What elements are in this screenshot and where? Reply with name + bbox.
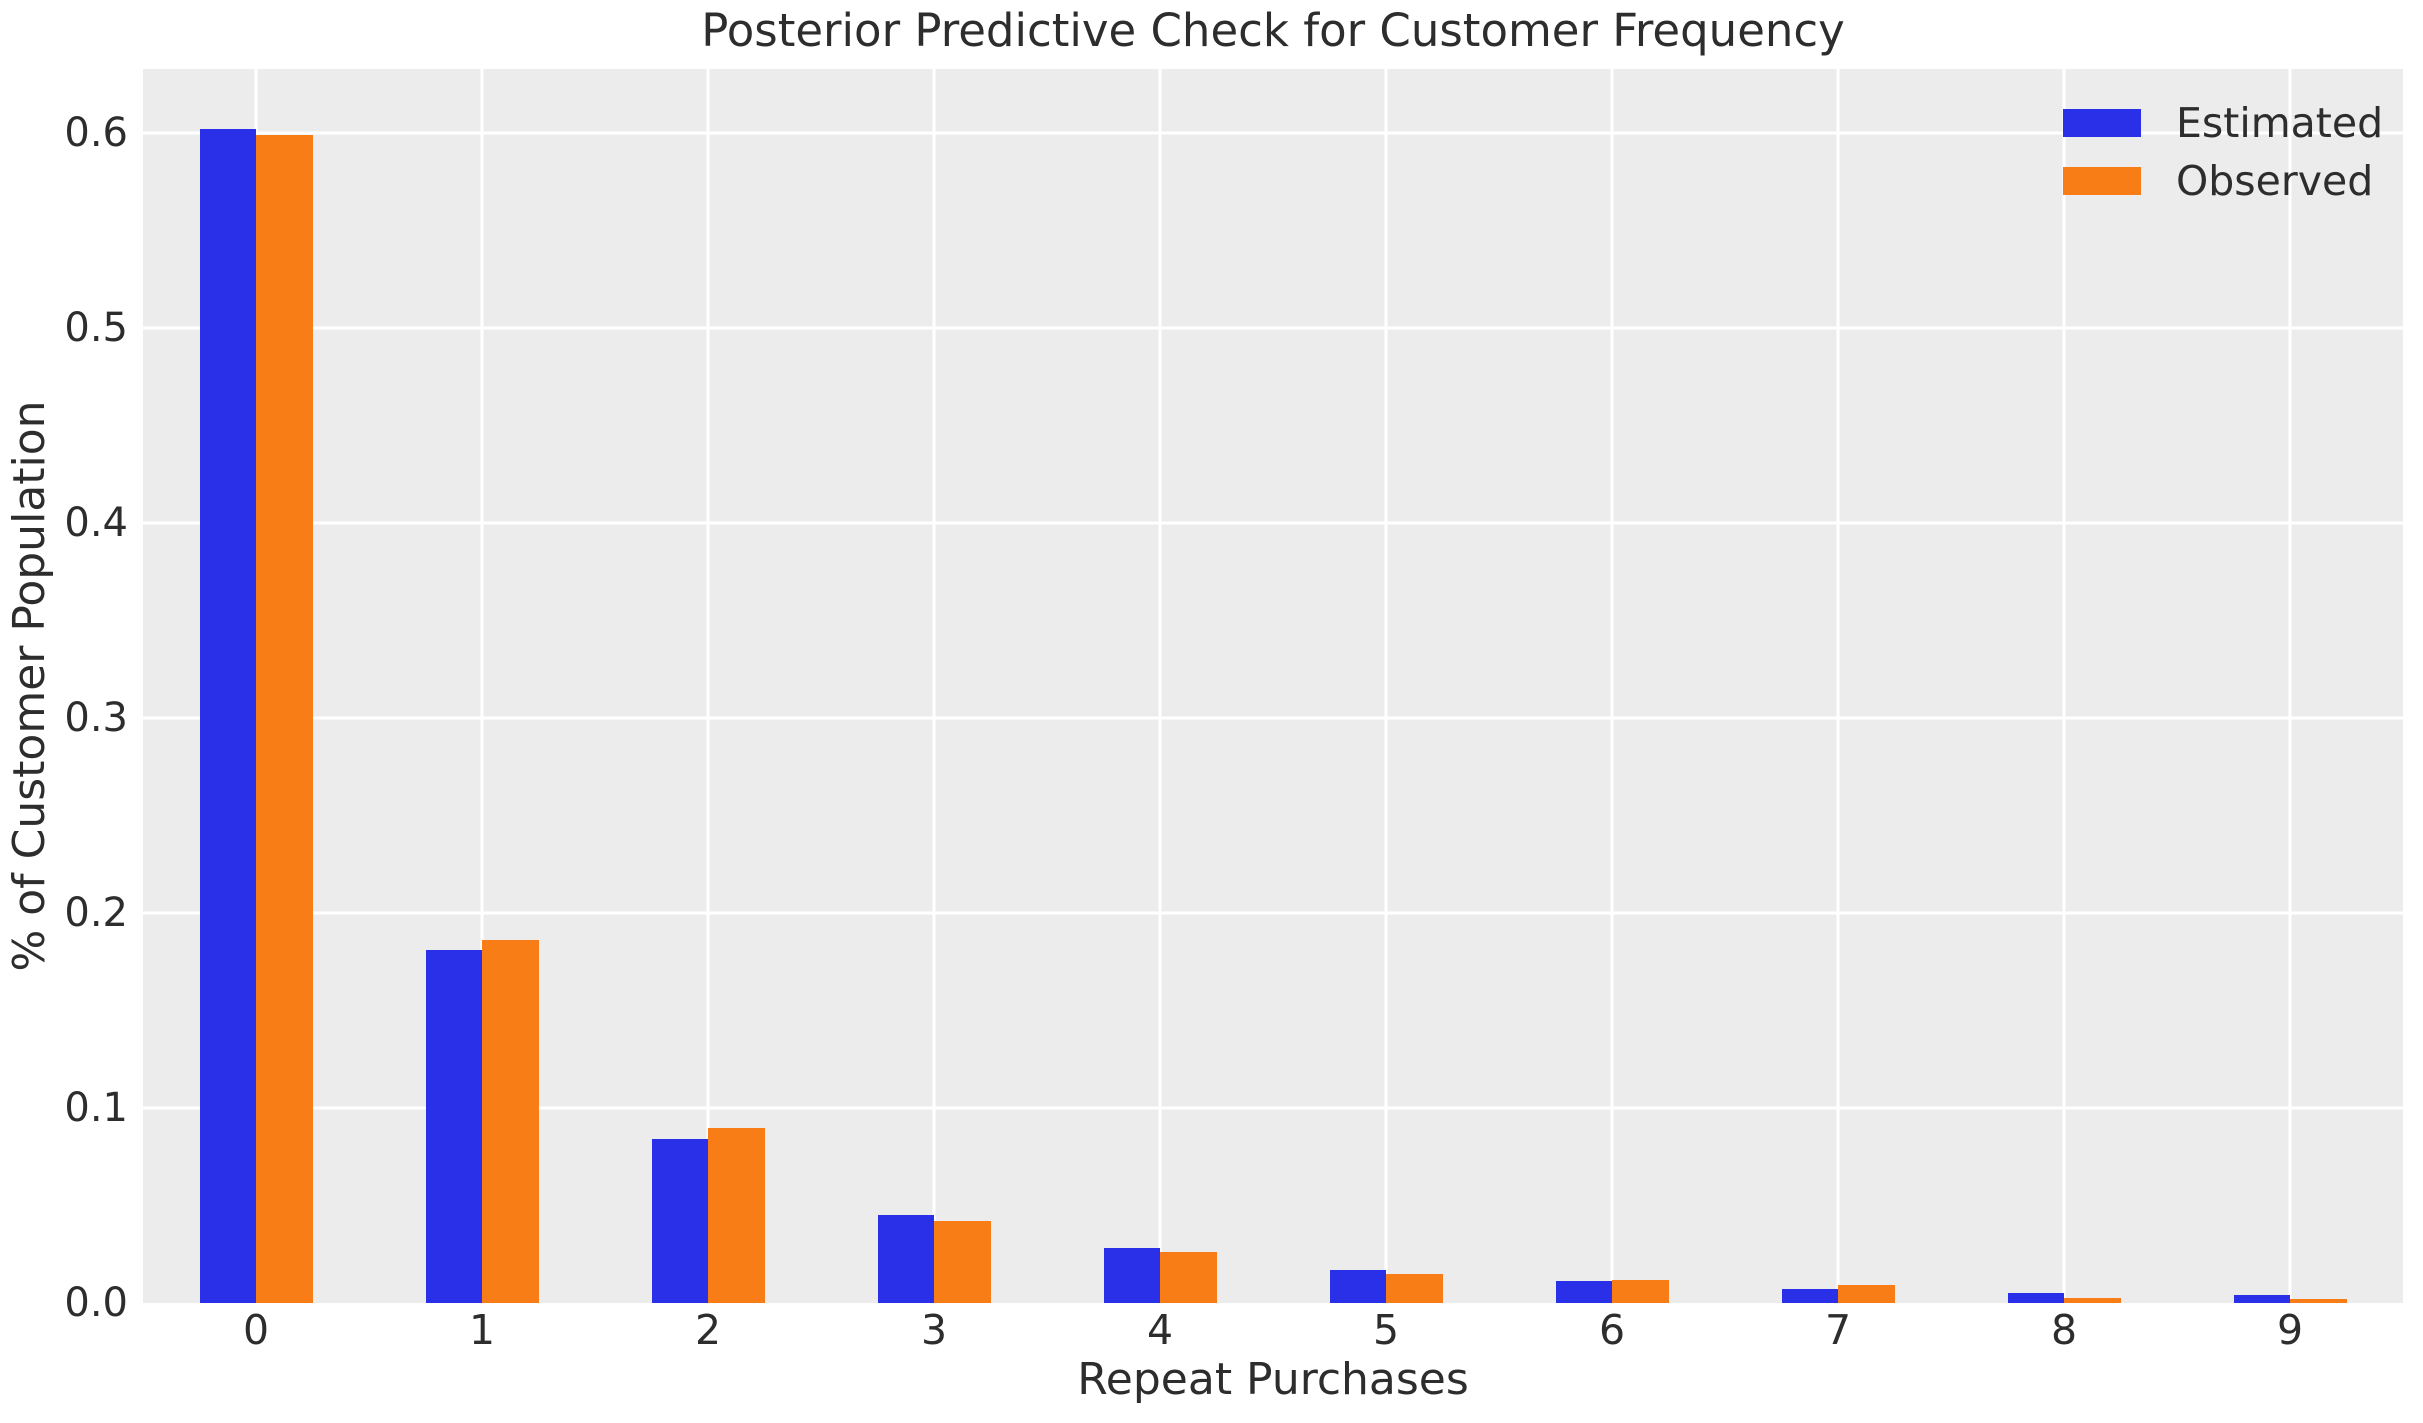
gridline-horizontal <box>143 911 2403 915</box>
bar-observed-5 <box>1386 1273 1443 1303</box>
bar-estimated-8 <box>2007 1293 2064 1303</box>
bar-observed-8 <box>2064 1298 2121 1303</box>
legend: Estimated Observed <box>2063 94 2383 210</box>
x-tick-label: 0 <box>242 1306 270 1354</box>
gridline-vertical <box>932 69 936 1303</box>
bar-estimated-1 <box>425 950 482 1303</box>
bar-estimated-3 <box>877 1215 934 1303</box>
gridline-vertical <box>2288 69 2292 1303</box>
x-tick-label: 4 <box>1146 1306 1174 1354</box>
bar-estimated-4 <box>1103 1248 1160 1303</box>
gridline-vertical <box>1158 69 1162 1303</box>
gridline-vertical <box>1836 69 1840 1303</box>
y-tick-label: 0.1 <box>64 1085 128 1132</box>
gridline-horizontal <box>143 1106 2403 1110</box>
gridline-vertical <box>2062 69 2066 1303</box>
gridline-vertical <box>480 69 484 1303</box>
bar-estimated-5 <box>1329 1269 1386 1303</box>
legend-row-observed: Observed <box>2063 152 2383 210</box>
x-axis-label: Repeat Purchases <box>1077 1354 1469 1405</box>
plot-area <box>143 69 2403 1303</box>
gridline-vertical <box>706 69 710 1303</box>
bar-observed-3 <box>934 1221 991 1303</box>
y-tick-label: 0.4 <box>64 500 128 547</box>
bar-observed-7 <box>1838 1285 1895 1303</box>
bar-estimated-7 <box>1781 1289 1838 1303</box>
bar-estimated-9 <box>2233 1295 2290 1303</box>
y-tick-label: 0.6 <box>64 110 128 157</box>
x-tick-label: 7 <box>1824 1306 1852 1354</box>
bar-observed-2 <box>708 1127 765 1303</box>
gridline-vertical <box>1610 69 1614 1303</box>
x-tick-label: 1 <box>468 1306 496 1354</box>
bar-observed-9 <box>2290 1299 2347 1303</box>
legend-label-estimated: Estimated <box>2176 98 2384 147</box>
bar-estimated-0 <box>199 129 256 1303</box>
bar-observed-4 <box>1160 1252 1217 1303</box>
legend-swatch-observed <box>2063 167 2141 195</box>
y-tick-label: 0.0 <box>64 1280 128 1326</box>
gridline-vertical <box>1384 69 1388 1303</box>
x-tick-label: 9 <box>2276 1306 2304 1354</box>
gridline-horizontal <box>143 131 2403 135</box>
bar-observed-0 <box>256 135 313 1303</box>
legend-row-estimated: Estimated <box>2063 94 2383 152</box>
bar-observed-1 <box>482 940 539 1303</box>
gridline-horizontal <box>143 326 2403 330</box>
x-tick-label: 2 <box>694 1306 722 1354</box>
gridline-horizontal <box>143 716 2403 720</box>
legend-label-observed: Observed <box>2176 156 2374 205</box>
bar-observed-6 <box>1612 1279 1669 1303</box>
y-tick-label: 0.5 <box>64 305 128 352</box>
bar-estimated-6 <box>1555 1280 1612 1303</box>
x-tick-label: 3 <box>920 1306 948 1354</box>
x-tick-label: 6 <box>1598 1306 1626 1354</box>
legend-swatch-estimated <box>2063 109 2141 137</box>
bar-estimated-2 <box>651 1139 708 1303</box>
y-tick-label: 0.3 <box>64 695 128 742</box>
chart-title: Posterior Predictive Check for Customer … <box>701 4 1845 57</box>
x-tick-label: 5 <box>1372 1306 1400 1354</box>
y-tick-label: 0.2 <box>64 890 128 937</box>
y-axis-ticks: 0.0 0.1 0.2 0.3 0.4 0.5 0.6 <box>0 69 128 1323</box>
x-tick-label: 8 <box>2050 1306 2078 1354</box>
gridline-horizontal <box>143 521 2403 525</box>
